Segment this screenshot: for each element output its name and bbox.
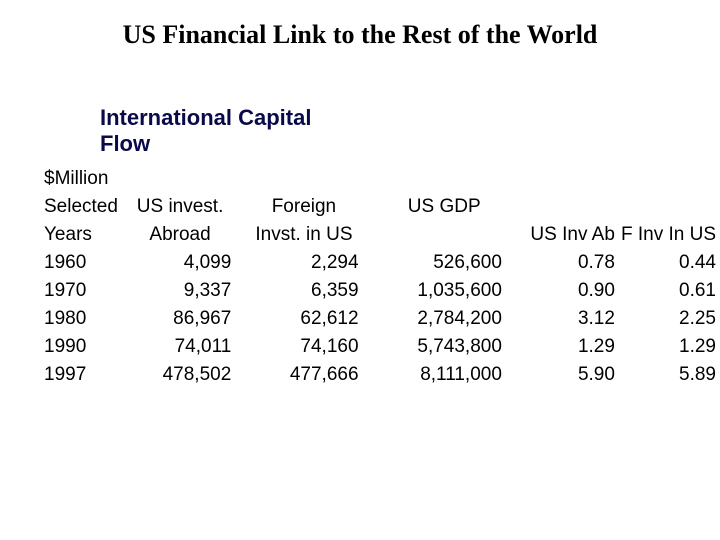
cell-gdp: 526,600 [387,249,520,277]
cell-finv: 74,160 [249,333,386,361]
page-title: US Financial Link to the Rest of the Wor… [0,0,720,50]
cell-ratio2: 0.61 [621,277,720,305]
cell-gdp: 8,111,000 [387,361,520,389]
cell-ratio2: 5.89 [621,361,720,389]
table-row: 1990 74,011 74,160 5,743,800 1.29 1.29 [40,333,720,361]
cell-finv: 477,666 [249,361,386,389]
table-row: 1980 86,967 62,612 2,784,200 3.12 2.25 [40,305,720,333]
header-usinv-l1: US invest. [129,193,249,221]
cell-ratio1: 3.12 [520,305,621,333]
table-header-row: Years Abroad Invst. in US US Inv Ab F In… [40,221,720,249]
cell-gdp: 1,035,600 [387,277,520,305]
table-row: 1970 9,337 6,359 1,035,600 0.90 0.61 [40,277,720,305]
subtitle: International Capital Flow [100,105,330,158]
cell-year: 1990 [40,333,129,361]
header-unit: $Million [40,165,129,193]
header-finv-l2: Invst. in US [249,221,386,249]
cell-ratio1: 0.78 [520,249,621,277]
table-header-row: $Million [40,165,720,193]
cell-ratio2: 0.44 [621,249,720,277]
cell-year: 1980 [40,305,129,333]
slide: US Financial Link to the Rest of the Wor… [0,0,720,540]
cell-ratio1: 5.90 [520,361,621,389]
cell-year: 1997 [40,361,129,389]
cell-ratio2: 2.25 [621,305,720,333]
cell-usinv: 9,337 [129,277,249,305]
cell-usinv: 4,099 [129,249,249,277]
header-usinv-l2: Abroad [129,221,249,249]
cell-ratio1: 1.29 [520,333,621,361]
cell-year: 1970 [40,277,129,305]
cell-usinv: 74,011 [129,333,249,361]
cell-usinv: 86,967 [129,305,249,333]
cell-finv: 2,294 [249,249,386,277]
header-ratio2: F Inv In US [621,221,720,249]
header-year-l2: Years [40,221,129,249]
cell-usinv: 478,502 [129,361,249,389]
table-row: 1960 4,099 2,294 526,600 0.78 0.44 [40,249,720,277]
cell-ratio1: 0.90 [520,277,621,305]
header-year-l1: Selected [40,193,129,221]
header-finv-l1: Foreign [249,193,386,221]
cell-year: 1960 [40,249,129,277]
table-header-row: Selected US invest. Foreign US GDP [40,193,720,221]
table-row: 1997 478,502 477,666 8,111,000 5.90 5.89 [40,361,720,389]
data-table: $Million Selected US invest. Foreign US … [40,165,720,389]
cell-finv: 62,612 [249,305,386,333]
cell-ratio2: 1.29 [621,333,720,361]
cell-gdp: 2,784,200 [387,305,520,333]
cell-gdp: 5,743,800 [387,333,520,361]
header-gdp: US GDP [387,193,520,221]
cell-finv: 6,359 [249,277,386,305]
header-ratio1: US Inv Ab [520,221,621,249]
